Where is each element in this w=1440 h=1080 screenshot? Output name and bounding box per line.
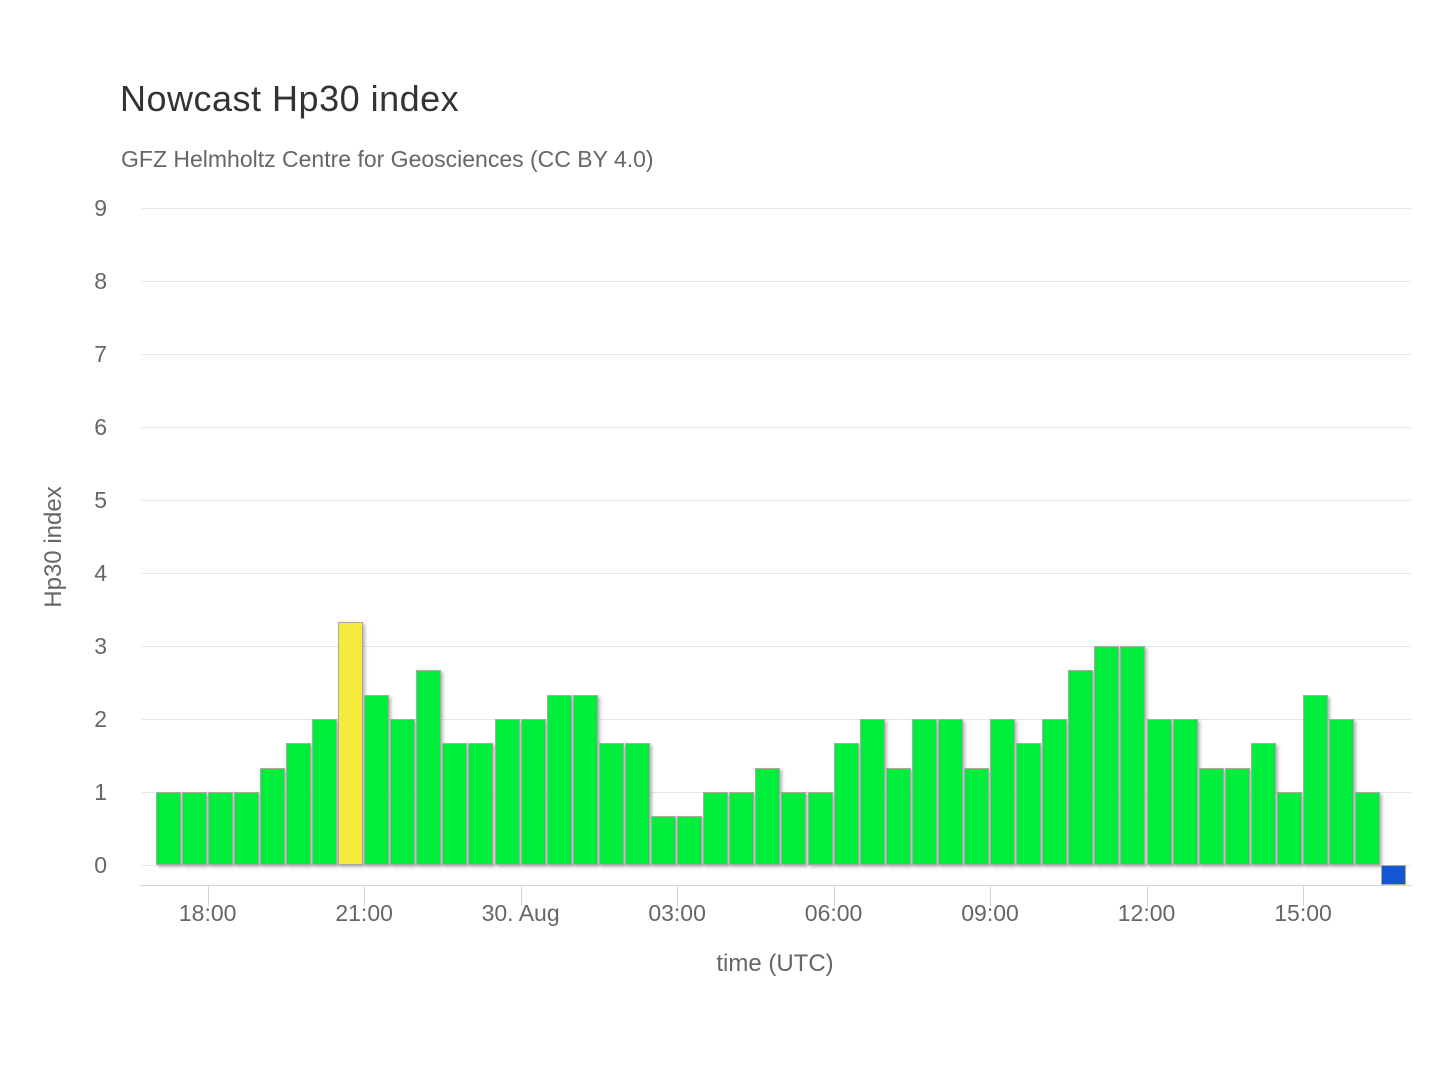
gridline-y9 <box>142 207 1411 209</box>
bar-01:30[interactable] <box>598 743 624 865</box>
bar-06:00[interactable] <box>833 743 859 865</box>
x-tick-06:00 <box>833 886 835 906</box>
gridline-y7 <box>142 353 1411 355</box>
bar-04:00[interactable] <box>729 792 755 865</box>
bar-10:30[interactable] <box>1068 670 1094 865</box>
bar-07:30[interactable] <box>911 719 937 865</box>
chart-title: Nowcast Hp30 index <box>120 78 460 119</box>
bar-03:30[interactable] <box>703 792 729 865</box>
bar-17:00[interactable] <box>155 792 181 865</box>
y-label-7: 7 <box>94 341 107 367</box>
bar-02:00[interactable] <box>624 743 650 865</box>
x-label-30. Aug: 30. Aug <box>481 900 560 926</box>
x-label-03:00: 03:00 <box>648 900 706 926</box>
bar-17:30[interactable] <box>181 792 207 865</box>
plot-area <box>140 207 1411 885</box>
gridline-y0 <box>142 864 1411 866</box>
bar-00:00[interactable] <box>520 719 546 865</box>
bar-08:00[interactable] <box>937 719 963 865</box>
bar-23:00[interactable] <box>468 743 494 865</box>
x-tick-12:00 <box>1146 886 1148 906</box>
bar-11:00[interactable] <box>1094 646 1120 865</box>
y-label-0: 0 <box>94 852 107 878</box>
bar-06:30[interactable] <box>859 719 885 865</box>
gridline-y2 <box>142 718 1411 720</box>
y-label-6: 6 <box>94 414 107 440</box>
x-axis-title: time (UTC) <box>716 950 834 977</box>
bar-14:30[interactable] <box>1276 792 1302 865</box>
bar-01:00[interactable] <box>572 695 598 865</box>
bar-23:30[interactable] <box>494 719 520 865</box>
bar-21:00[interactable] <box>364 695 390 865</box>
bar-15:30[interactable] <box>1329 719 1355 865</box>
x-tick-21:00 <box>364 886 366 906</box>
bar-05:00[interactable] <box>781 792 807 865</box>
x-tick-30. Aug <box>520 886 522 906</box>
x-tick-09:00 <box>990 886 992 906</box>
x-tick-18:00 <box>207 886 209 906</box>
y-label-1: 1 <box>94 779 107 805</box>
bar-07:00[interactable] <box>885 768 911 865</box>
bar-03:00[interactable] <box>677 816 703 865</box>
bar-16:00[interactable] <box>1355 792 1381 865</box>
y-axis-title: Hp30 index <box>40 486 67 608</box>
bar-08:30[interactable] <box>963 768 989 865</box>
x-label-12:00: 12:00 <box>1117 900 1176 926</box>
bar-22:30[interactable] <box>442 743 468 865</box>
bar-00:30[interactable] <box>546 695 572 865</box>
bar-09:00[interactable] <box>990 719 1016 865</box>
gridline-y6 <box>142 426 1411 428</box>
bar-13:00[interactable] <box>1198 768 1224 865</box>
bar-20:30[interactable] <box>338 622 364 865</box>
y-label-5: 5 <box>94 487 107 513</box>
x-label-18:00: 18:00 <box>178 900 237 926</box>
bar-19:00[interactable] <box>259 768 285 865</box>
bar-15:00[interactable] <box>1303 695 1329 865</box>
x-label-09:00: 09:00 <box>961 900 1019 926</box>
x-axis-line <box>140 885 1412 886</box>
y-label-3: 3 <box>94 633 107 659</box>
bar-04:30[interactable] <box>755 768 781 865</box>
x-label-06:00: 06:00 <box>804 900 863 926</box>
bar-16:30[interactable] <box>1381 865 1407 885</box>
x-label-15:00: 15:00 <box>1274 900 1332 926</box>
x-tick-15:00 <box>1303 886 1305 906</box>
bar-21:30[interactable] <box>390 719 416 865</box>
y-label-4: 4 <box>94 560 107 586</box>
x-label-21:00: 21:00 <box>335 900 393 926</box>
bar-02:30[interactable] <box>651 816 677 865</box>
gridline-y5 <box>142 499 1411 501</box>
gridline-y3 <box>142 645 1411 647</box>
chart-subtitle: GFZ Helmholtz Centre for Geosciences (CC… <box>121 146 654 172</box>
bar-12:30[interactable] <box>1172 719 1198 865</box>
bar-12:00[interactable] <box>1146 719 1172 865</box>
bar-18:30[interactable] <box>233 792 259 865</box>
bar-22:00[interactable] <box>416 670 442 865</box>
bar-14:00[interactable] <box>1250 743 1276 865</box>
bar-09:30[interactable] <box>1016 743 1042 865</box>
y-label-8: 8 <box>94 268 107 294</box>
bar-19:30[interactable] <box>285 743 311 865</box>
bar-18:00[interactable] <box>207 792 233 865</box>
gridline-y4 <box>142 572 1411 574</box>
y-label-9: 9 <box>94 195 107 221</box>
bar-11:30[interactable] <box>1120 646 1146 865</box>
bar-05:30[interactable] <box>807 792 833 865</box>
bar-20:00[interactable] <box>311 719 337 865</box>
y-label-2: 2 <box>94 706 107 732</box>
x-tick-03:00 <box>677 886 679 906</box>
bar-10:00[interactable] <box>1042 719 1068 865</box>
bar-13:30[interactable] <box>1224 768 1250 865</box>
gridline-y8 <box>142 280 1411 282</box>
